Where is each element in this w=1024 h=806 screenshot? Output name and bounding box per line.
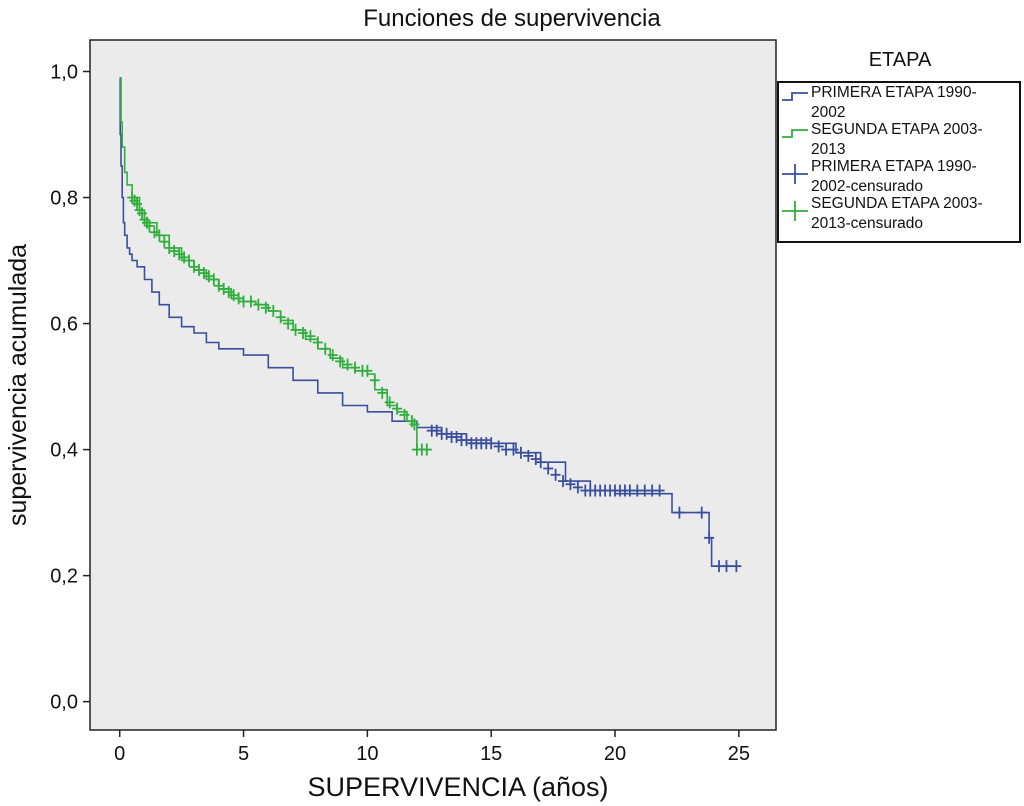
legend-label-line1: PRIMERA ETAPA 1990- [811, 84, 977, 101]
censored-marker [565, 478, 576, 491]
censored-marker [305, 330, 316, 343]
legend-swatch [782, 164, 808, 184]
legend-swatch [782, 201, 808, 221]
legend-swatch [782, 129, 808, 138]
legend-label-line1: PRIMERA ETAPA 1990- [811, 158, 977, 175]
censored-marker [421, 443, 432, 456]
legend-label-line2: 2002-censurado [811, 178, 923, 195]
censored-marker [137, 207, 148, 220]
censored-marker [260, 301, 271, 314]
censored-marker [535, 456, 546, 469]
censored-marker [144, 219, 155, 232]
censored-marker [327, 349, 338, 362]
legend-label-line2: 2002 [811, 104, 845, 121]
censored-marker [392, 402, 403, 415]
censored-marker [253, 298, 264, 311]
censored-marker [674, 506, 685, 519]
censored-marker [159, 235, 170, 248]
censored-marker [409, 418, 420, 431]
chart-title: Funciones de supervivencia [363, 5, 661, 32]
censored-marker [132, 197, 143, 210]
censored-marker [335, 355, 346, 368]
censored-marker [704, 531, 715, 544]
censored-marker [486, 437, 497, 450]
censored-marker [508, 443, 519, 456]
legend-swatch [782, 92, 808, 101]
censored-marker [721, 560, 732, 573]
legend-entry: PRIMERA ETAPA 1990- 2002 [782, 84, 977, 121]
censored-marker [283, 317, 294, 330]
y-tick-label: 0,6 [50, 314, 78, 336]
censored-marker [184, 254, 195, 267]
censored-marker [320, 342, 331, 355]
legend-label-line1: SEGUNDA ETAPA 2003- [811, 195, 983, 212]
censored-marker [245, 295, 256, 308]
y-tick-label: 1,0 [50, 62, 78, 84]
y-tick-label: 0,4 [50, 440, 78, 462]
censored-marker [399, 408, 410, 421]
censored-marker [572, 481, 583, 494]
censored-marker [268, 304, 279, 317]
censored-marker [493, 440, 504, 453]
x-tick-label: 15 [480, 743, 502, 765]
legend-title: ETAPA [869, 49, 932, 71]
y-tick-label: 0,0 [50, 692, 78, 714]
censored-marker [696, 506, 707, 519]
censored-marker [731, 560, 742, 573]
series-line [119, 77, 739, 567]
x-tick-label: 25 [728, 743, 750, 765]
censored-marker [654, 484, 665, 497]
censored-marker [523, 449, 534, 462]
legend-label-line2: 2013 [811, 141, 845, 158]
x-axis-label: SUPERVIVENCIA (años) [307, 772, 608, 802]
legend-box [777, 81, 1021, 243]
censored-marker [342, 358, 353, 371]
censored-marker [312, 336, 323, 349]
censored-marker [558, 475, 569, 488]
y-axis-label: supervivencia acumulada [4, 244, 32, 526]
censored-marker [543, 462, 554, 475]
censored-marker [154, 229, 165, 242]
censored-marker [297, 327, 308, 340]
y-tick-label: 0,8 [50, 188, 78, 210]
censored-marker [290, 323, 301, 336]
censored-marker [384, 396, 395, 409]
censored-marker [362, 364, 373, 377]
legend-entry: SEGUNDA ETAPA 2003- 2013-censurado [782, 195, 983, 232]
legend-label-line2: 2013-censurado [811, 215, 923, 232]
plot-series [119, 77, 742, 573]
x-tick-label: 5 [238, 743, 249, 765]
legend-entry: PRIMERA ETAPA 1990- 2002-censurado [782, 158, 977, 195]
x-tick-label: 0 [114, 743, 125, 765]
censored-marker [349, 361, 360, 374]
plot-area [89, 39, 777, 731]
y-axis: 0,0 0,2 0,4 0,6 0,8 1,0 [50, 62, 90, 714]
censored-marker [377, 386, 388, 399]
legend-label-line1: SEGUNDA ETAPA 2003- [811, 121, 983, 138]
x-tick-label: 10 [356, 743, 378, 765]
censored-marker [369, 374, 380, 387]
y-tick-label: 0,2 [50, 566, 78, 588]
censored-marker [550, 468, 561, 481]
censored-marker [275, 311, 286, 324]
censored-marker [208, 273, 219, 286]
legend-entry: SEGUNDA ETAPA 2003- 2013 [782, 121, 983, 158]
x-axis: 0 5 10 15 20 25 [114, 730, 750, 765]
x-tick-label: 20 [604, 743, 626, 765]
censored-marker [515, 446, 526, 459]
